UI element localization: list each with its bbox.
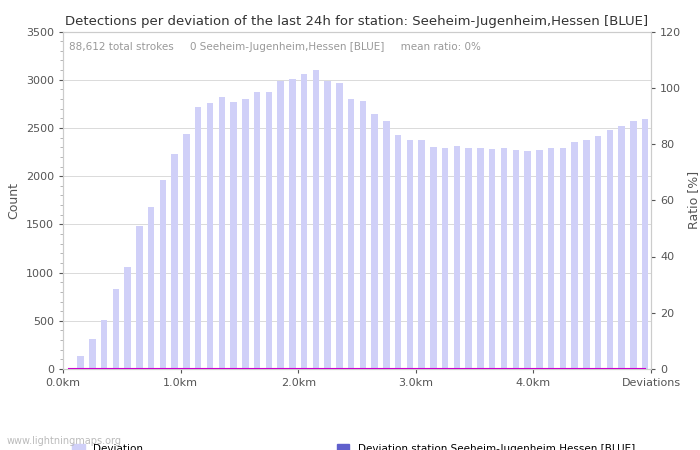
Bar (500, 148, 508, 369)
Bar (289, 79, 295, 369)
Bar (78, 356, 84, 369)
Bar (607, 130, 613, 369)
Bar (277, 81, 284, 369)
Bar (230, 102, 237, 369)
Bar (113, 289, 119, 369)
Bar (442, 148, 449, 369)
Bar (642, 119, 648, 369)
Bar (136, 226, 143, 369)
Title: Detections per deviation of the last 24h for station: Seeheim-Jugenheim,Hessen [: Detections per deviation of the last 24h… (65, 14, 649, 27)
Bar (195, 107, 202, 369)
Y-axis label: Count: Count (7, 182, 20, 219)
Bar (183, 134, 190, 369)
Bar (206, 103, 214, 369)
Text: 88,612 total strokes     0 Seeheim-Jugenheim,Hessen [BLUE]     mean ratio: 0%: 88,612 total strokes 0 Seeheim-Jugenheim… (69, 42, 481, 52)
Bar (348, 99, 354, 369)
Bar (595, 135, 601, 369)
Legend: Deviation station Seeheim-Jugenheim,Hessen [BLUE]: Deviation station Seeheim-Jugenheim,Hess… (332, 440, 639, 450)
Bar (89, 339, 96, 369)
Bar (477, 148, 484, 369)
Bar (419, 140, 425, 369)
Bar (583, 140, 589, 369)
Bar (559, 148, 566, 369)
Bar (536, 150, 542, 369)
Bar (172, 154, 178, 369)
Bar (571, 142, 577, 369)
Bar (160, 180, 166, 369)
Bar (336, 83, 342, 369)
Bar (125, 267, 131, 369)
Bar (407, 140, 413, 369)
Bar (101, 320, 107, 369)
Bar (148, 207, 155, 369)
Bar (324, 81, 331, 369)
Bar (454, 146, 460, 369)
Bar (618, 126, 625, 369)
Bar (265, 92, 272, 369)
Bar (630, 121, 636, 369)
Bar (218, 97, 225, 369)
Bar (548, 148, 554, 369)
Bar (466, 148, 472, 369)
Bar (313, 70, 319, 369)
Bar (383, 121, 390, 369)
Bar (242, 99, 248, 369)
Bar (489, 149, 496, 369)
Bar (301, 74, 307, 369)
Bar (360, 101, 366, 369)
Text: www.lightningmaps.org: www.lightningmaps.org (7, 436, 122, 446)
Y-axis label: Ratio [%]: Ratio [%] (687, 171, 700, 230)
Bar (430, 147, 437, 369)
Bar (372, 114, 378, 369)
Bar (254, 92, 260, 369)
Bar (524, 151, 531, 369)
Bar (395, 135, 401, 369)
Bar (512, 150, 519, 369)
